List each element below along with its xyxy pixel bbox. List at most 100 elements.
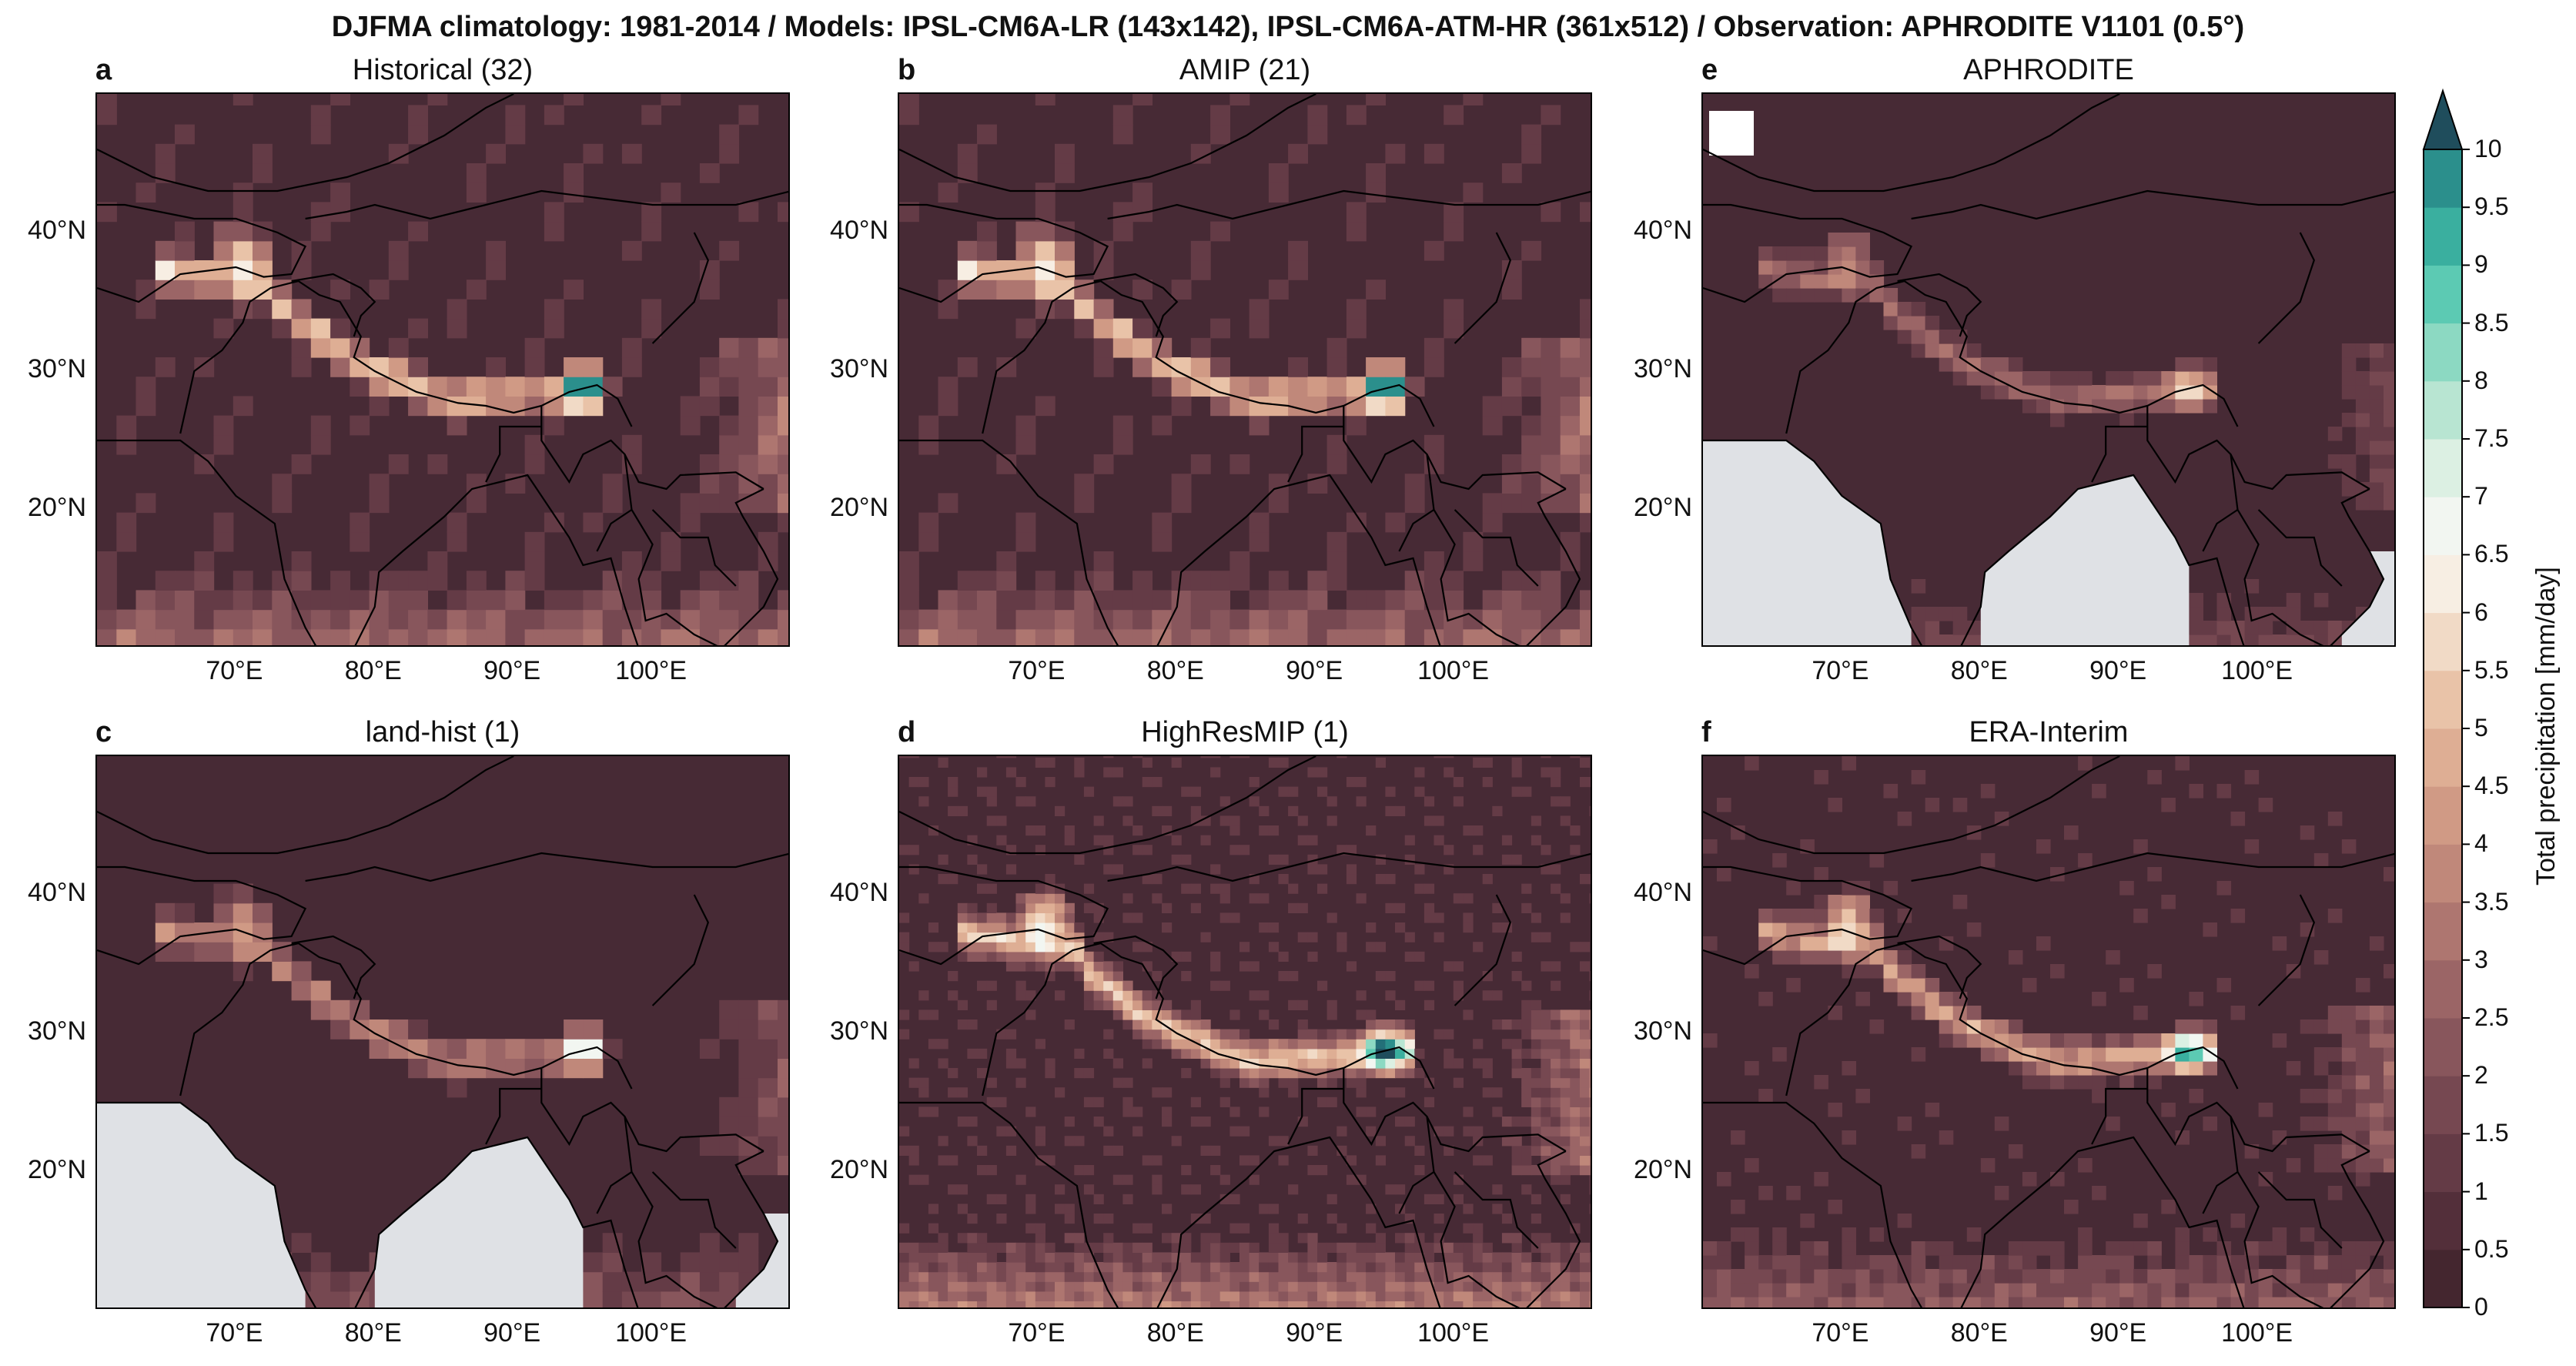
precip-cell (2078, 1227, 2093, 1242)
precip-cell (938, 1301, 948, 1307)
precip-cell (2078, 1297, 2093, 1307)
precip-cell (1015, 1262, 1026, 1273)
precip-cell (1560, 815, 1571, 826)
precip-cell (1103, 980, 1114, 991)
precip-cell (253, 163, 273, 183)
precip-cell (1045, 1291, 1055, 1301)
precip-cell (310, 221, 331, 242)
precip-cell (1589, 1291, 1591, 1301)
precip-cell (1210, 105, 1230, 126)
precip-cell (1511, 1271, 1522, 1282)
precip-cell (1423, 240, 1444, 261)
precip-cell (1570, 1291, 1581, 1301)
precip-cell (1142, 1242, 1153, 1253)
precip-cell (2189, 1047, 2203, 1062)
precip-cell (1980, 784, 1996, 799)
precip-cell (2175, 371, 2190, 386)
border-line (1107, 852, 1591, 882)
precip-cell (1570, 1009, 1581, 1020)
colorbar-segment (2424, 1018, 2462, 1076)
precip-cell (918, 531, 939, 552)
precip-cell (1229, 1194, 1240, 1204)
precip-cell (388, 609, 409, 630)
precip-cell (977, 786, 988, 797)
precip-cell (1055, 951, 1066, 962)
precip-cell (2147, 1033, 2162, 1048)
precip-cell (1055, 902, 1066, 913)
precip-cell (977, 124, 997, 145)
precip-cell (1531, 1039, 1541, 1050)
precip-cell (2384, 1033, 2394, 1048)
border-line (1343, 406, 1567, 490)
precip-cell (1463, 1262, 1474, 1273)
precip-cell (1229, 1242, 1240, 1253)
precip-cell (1966, 621, 1982, 635)
precip-cell (447, 531, 467, 552)
precip-cell (1055, 1281, 1066, 1292)
precip-cell (2230, 909, 2246, 923)
precip-cell (1883, 1255, 1899, 1270)
precip-cell (1511, 1039, 1522, 1050)
precip-cell (1883, 1269, 1899, 1284)
precip-cell (1346, 1242, 1357, 1253)
precip-cell (1249, 1291, 1260, 1301)
precip-cell (1162, 1271, 1173, 1282)
precip-cell (1152, 1301, 1163, 1307)
precip-cell (1055, 163, 1075, 183)
precip-cell (2384, 496, 2394, 511)
precip-cell (1093, 454, 1114, 474)
figure-title: DJFMA climatology: 1981-2014 / Models: I… (331, 11, 2245, 43)
precip-cell (1326, 1301, 1337, 1307)
precip-cell (1229, 912, 1240, 923)
precip-cell (1045, 874, 1055, 885)
precip-cell (986, 1291, 997, 1301)
precip-cell (1152, 893, 1163, 904)
precip-cell (1541, 1252, 1551, 1263)
precip-cell (213, 318, 234, 339)
precip-cell (1337, 1145, 1347, 1156)
precip-cell (1288, 1184, 1299, 1195)
precip-cell (1731, 1130, 1745, 1145)
precip-cell (1366, 942, 1377, 953)
precip-cell (2300, 1227, 2315, 1242)
border-line (899, 756, 1316, 855)
precip-cell (1375, 1262, 1386, 1273)
precip-cell (1897, 316, 1912, 330)
precip-cell (2369, 1297, 2384, 1307)
precip-cell (918, 609, 939, 630)
precip-cell (899, 628, 919, 645)
border-line (291, 935, 376, 999)
precip-cell (1560, 1174, 1571, 1185)
lon-tick-label: 80°E (1146, 656, 1204, 685)
precip-cell (1551, 796, 1561, 807)
precip-cell (2175, 1283, 2190, 1297)
precip-cell (2106, 1255, 2120, 1270)
lat-tick-label: 20°N (1634, 1155, 1692, 1184)
precip-cell (758, 1019, 778, 1040)
precip-cell (1966, 1033, 1982, 1048)
precip-cell (1249, 777, 1260, 788)
precip-cell (1307, 571, 1328, 591)
precip-cell (1994, 1255, 2009, 1270)
precip-cell (2147, 385, 2162, 400)
precip-cell (908, 1281, 919, 1292)
precip-cell (938, 609, 958, 630)
colorbar-segment (2424, 439, 2462, 497)
precip-cell (1828, 1103, 1842, 1117)
precip-cell (1414, 1281, 1425, 1292)
precip-cell (1482, 1271, 1493, 1282)
precip-cell (1103, 756, 1114, 758)
precip-cell (1375, 1291, 1386, 1301)
precip-cell (1395, 1048, 1406, 1059)
precip-cell (1551, 1068, 1561, 1079)
precip-cell (388, 337, 409, 358)
precip-cell (2147, 399, 2162, 413)
precip-cell (1015, 609, 1036, 630)
precip-cell (1025, 1009, 1036, 1020)
precip-cell (1580, 1281, 1591, 1292)
precip-cell (1112, 1291, 1123, 1301)
precip-cell (2272, 634, 2287, 645)
border-line (2257, 894, 2315, 1006)
precip-cell (1083, 1165, 1095, 1176)
precip-cell (948, 1252, 958, 1263)
